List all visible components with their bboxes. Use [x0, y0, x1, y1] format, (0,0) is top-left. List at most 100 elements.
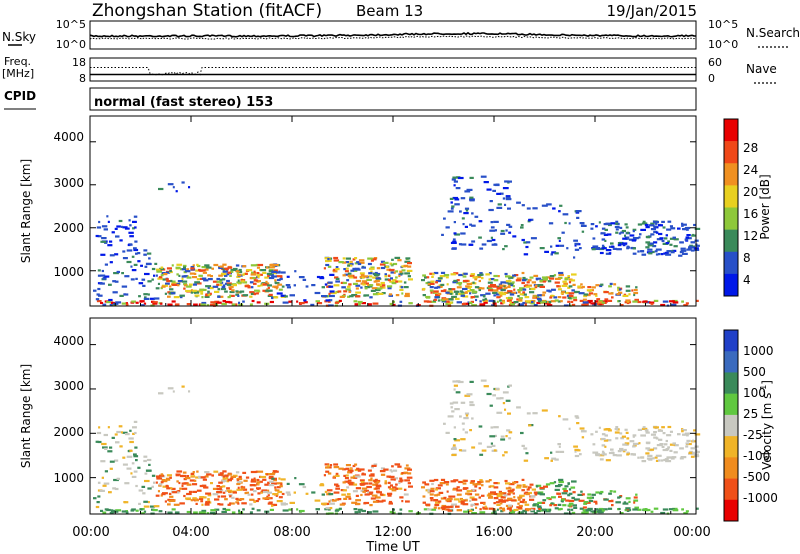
power-cell — [239, 290, 245, 293]
power-cell — [335, 290, 340, 294]
velocity-cell — [536, 509, 541, 513]
velocity-cell — [598, 507, 603, 511]
velocity-cell — [257, 492, 261, 495]
power-cell — [145, 262, 152, 265]
power-cell — [253, 282, 257, 285]
power-cell — [328, 285, 334, 288]
power-cell — [229, 290, 235, 294]
xtick-0800: 08:00 — [273, 525, 310, 540]
power-cell — [167, 183, 174, 186]
velocity-cell — [101, 442, 107, 446]
velocity-cell — [562, 504, 567, 507]
power-cell — [198, 290, 204, 293]
velocity-cell — [178, 481, 181, 485]
power-cell — [342, 274, 346, 277]
power-cell — [113, 272, 119, 275]
power-cell — [574, 242, 579, 245]
power-cell — [165, 278, 169, 281]
velocity-cell — [267, 491, 272, 494]
velocity-cell — [657, 429, 663, 432]
velocity-cell — [481, 484, 484, 487]
power-cell — [564, 278, 569, 281]
velocity-cell — [510, 499, 517, 502]
velocity-ytick-1000: 1000 — [53, 471, 84, 485]
power-cell — [568, 285, 573, 288]
power-cell — [422, 274, 426, 277]
power-cell — [209, 303, 216, 306]
velocity-cell — [486, 445, 492, 448]
velocity-cell — [517, 496, 523, 499]
velocity-cell — [558, 495, 562, 498]
velocity-cell — [619, 512, 624, 515]
power-cell — [437, 292, 442, 295]
power-cell — [644, 223, 649, 227]
velocity-cell — [544, 457, 549, 460]
velocity-cell — [131, 475, 137, 478]
velocity-cell — [479, 453, 484, 456]
velocity-cell — [469, 481, 475, 484]
noise-search-label: N.Search — [746, 26, 800, 40]
power-cell — [471, 212, 474, 215]
velocity-cell — [474, 493, 480, 496]
power-cell — [387, 274, 390, 277]
power-cell — [478, 220, 483, 223]
velocity-cell — [550, 502, 554, 505]
power-cell — [364, 287, 368, 290]
velocity-cell — [533, 512, 538, 515]
velocity-cell — [460, 499, 465, 502]
velocity-cell — [530, 510, 535, 513]
velocity-cell — [242, 471, 247, 474]
power-cell — [384, 273, 387, 276]
power-cell — [392, 279, 397, 282]
velocity-cell — [640, 434, 646, 437]
velocity-cell — [168, 500, 171, 503]
power-cell — [124, 293, 129, 296]
velocity-cell — [508, 437, 512, 440]
velocity-cell — [118, 425, 123, 428]
velocity-cell — [508, 491, 511, 494]
power-cell — [252, 271, 257, 274]
velocity-cell — [205, 501, 209, 504]
velocity-cell — [486, 392, 492, 396]
power-cell — [629, 301, 632, 304]
power-cell — [130, 265, 133, 268]
power-cell — [479, 247, 484, 250]
power-cell — [572, 283, 576, 286]
velocity-cell — [278, 477, 281, 480]
power-cell — [550, 253, 553, 256]
velocity-cell — [617, 508, 620, 511]
velocity-cell — [574, 498, 580, 501]
power-cell — [619, 242, 622, 245]
xtick-2000: 20:00 — [576, 525, 613, 540]
power-cell — [553, 296, 558, 299]
power-ytick-1000: 1000 — [53, 265, 84, 279]
velocity-cell — [693, 429, 696, 432]
velocity-cell — [520, 431, 524, 435]
velocity-cell — [142, 492, 146, 495]
power-cell — [673, 238, 679, 241]
velocity-cell — [250, 484, 256, 487]
power-cell — [664, 251, 669, 254]
velocity-cell — [452, 444, 456, 447]
power-cell — [680, 247, 686, 250]
power-cell — [605, 252, 611, 255]
velocity-cell — [653, 436, 658, 439]
velocity-cell — [366, 485, 372, 489]
power-data — [93, 175, 701, 307]
power-cell — [260, 284, 263, 287]
velocity-cell — [692, 439, 695, 442]
power-cbar-swatch — [724, 229, 738, 253]
power-cell — [590, 223, 595, 226]
power-cell — [581, 230, 585, 233]
power-cell — [171, 264, 174, 267]
power-cell — [633, 288, 638, 292]
power-cell — [624, 223, 628, 226]
velocity-cell — [570, 508, 574, 511]
power-cell — [615, 228, 619, 231]
velocity-cell — [577, 493, 584, 496]
power-axis-ticks — [89, 116, 697, 306]
power-cell — [521, 204, 525, 207]
velocity-cell — [458, 500, 462, 503]
velocity-cell — [348, 469, 354, 472]
power-cell — [375, 288, 381, 292]
